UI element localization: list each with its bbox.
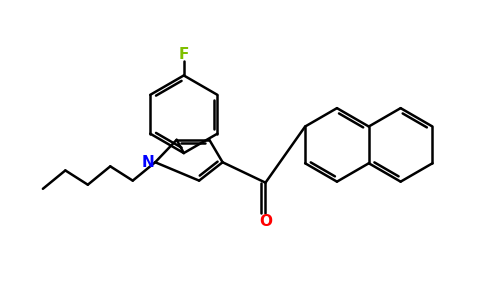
Text: N: N xyxy=(142,155,154,170)
Text: F: F xyxy=(179,46,189,62)
Text: O: O xyxy=(259,214,272,229)
